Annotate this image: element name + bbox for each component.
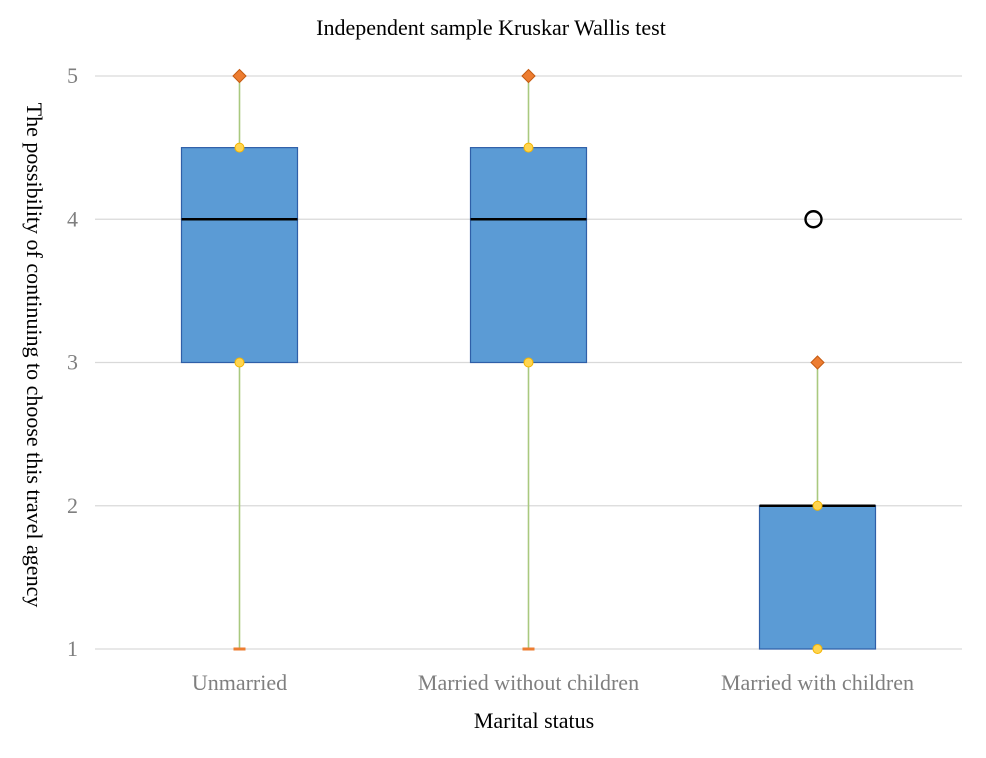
y-tick-label-2: 2 [67,493,78,518]
x-category-label-2: Married with children [721,670,914,695]
y-tick-labels: 1 2 3 4 5 [67,63,78,661]
box-iqr [180,147,299,364]
y-tick-label-1: 1 [67,636,78,661]
max-marker [232,68,247,84]
box-group-2 [758,210,877,654]
y-tick-label-3: 3 [67,350,78,375]
q1-marker [812,644,823,654]
max-marker [521,68,536,84]
y-axis-title: The possibility of continuing to choose … [22,103,47,608]
box-iqr [469,147,588,364]
outlier-point-0 [804,210,823,229]
q1-marker [234,357,245,368]
q3-marker [523,142,534,153]
q3-marker [234,142,245,153]
box-iqr [758,505,877,650]
x-axis-title: Marital status [474,708,594,733]
box-series [180,68,877,654]
x-category-label-0: Unmarried [192,670,287,695]
q3-marker [812,500,823,511]
max-marker [810,355,825,370]
x-category-label-1: Married without children [418,670,639,695]
y-tick-label-4: 4 [67,206,78,231]
y-tick-label-5: 5 [67,63,78,88]
chart-title: Independent sample Kruskar Wallis test [316,15,666,40]
box-group-1 [469,68,588,651]
q1-marker [523,357,534,368]
x-category-labels: Unmarried Married without children Married… [192,670,914,695]
box-group-0 [180,68,299,651]
